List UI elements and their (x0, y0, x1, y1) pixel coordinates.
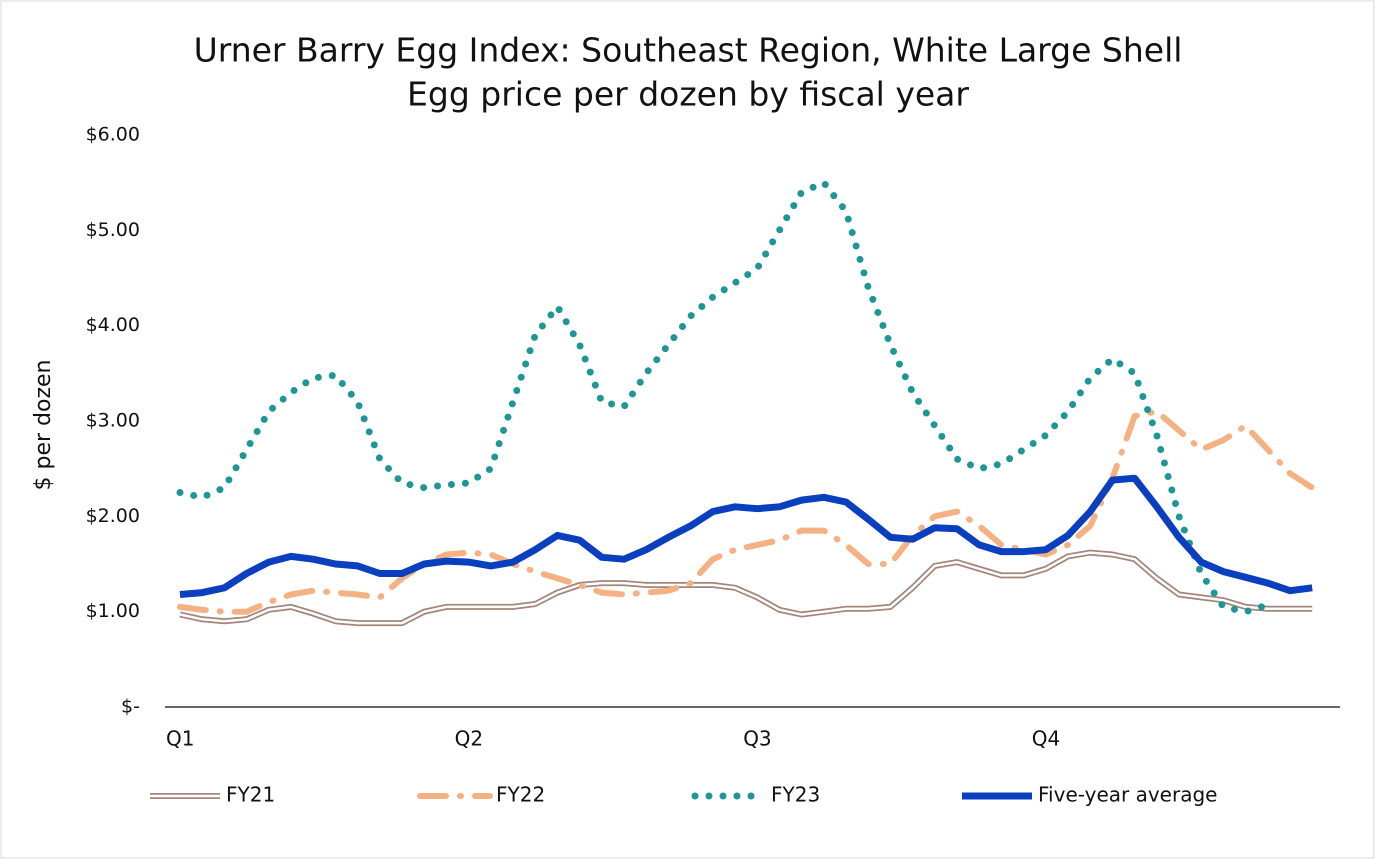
y-tick-label: $1.00 (86, 600, 140, 622)
legend-label: Five-year average (1038, 783, 1217, 807)
chart-subtitle: Egg price per dozen by fiscal year (407, 75, 969, 114)
series-line (179, 474, 1313, 598)
y-tick-label: $6.00 (86, 124, 140, 146)
y-tick-label: $- (121, 696, 140, 718)
y-tick-label: $2.00 (86, 505, 140, 527)
y-tick-label: $5.00 (86, 219, 140, 241)
legend-label: FY23 (771, 783, 820, 807)
x-tick-label: Q4 (1032, 727, 1060, 751)
x-tick-label: Q3 (743, 727, 771, 751)
legend-label: FY22 (496, 783, 545, 807)
chart-title: Urner Barry Egg Index: Southeast Region,… (194, 31, 1183, 70)
y-tick-label: $3.00 (86, 410, 140, 432)
x-tick-label: Q1 (166, 727, 194, 751)
series-line (177, 408, 1316, 615)
x-tick-label: Q2 (455, 727, 483, 751)
y-tick-label: $4.00 (86, 314, 140, 336)
legend-label: FY21 (226, 783, 275, 807)
y-axis-label: $ per dozen (31, 360, 56, 491)
series-line (176, 179, 1272, 616)
series-line (179, 551, 1313, 625)
